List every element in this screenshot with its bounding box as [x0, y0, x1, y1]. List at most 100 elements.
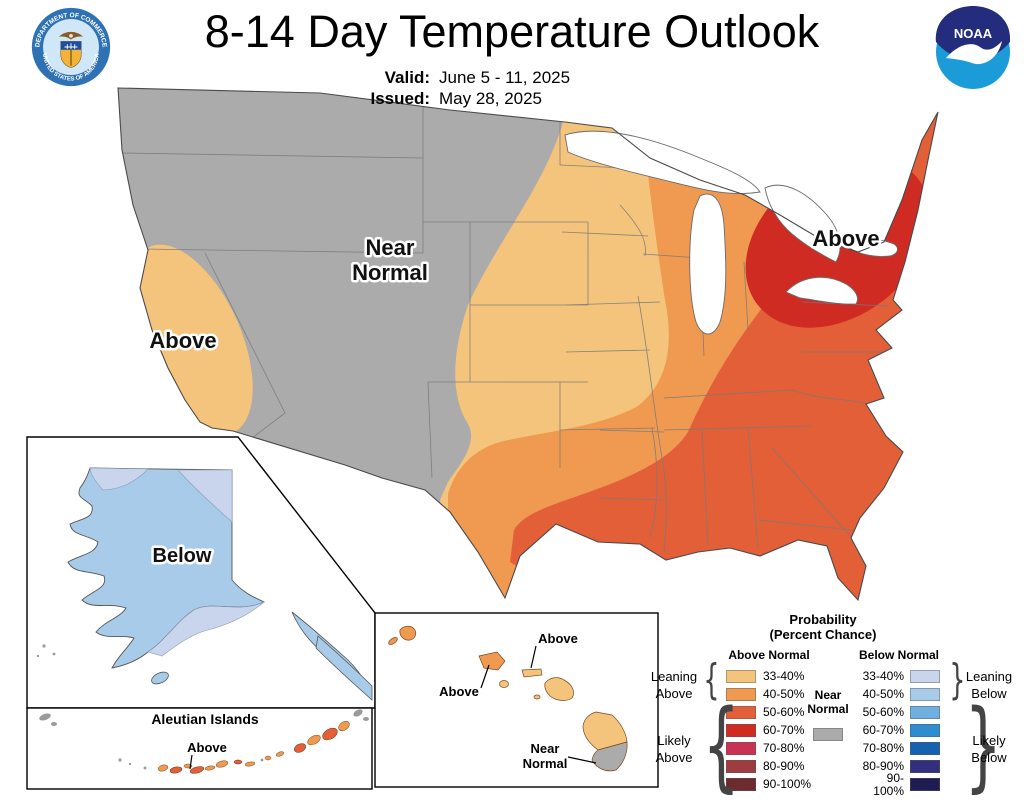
noaa-logo: NOAA [935, 6, 1011, 89]
range-label: 60-70% [763, 723, 805, 737]
island-lanai [499, 680, 509, 688]
swatch-above-50-60 [726, 706, 756, 719]
likely-above-line2: Above [655, 750, 693, 765]
swatch-near-normal [813, 728, 843, 741]
range-label: 90-100% [763, 777, 812, 791]
legend-row-above-70-80: 70-80% [726, 742, 804, 755]
leaning-below-line2: Below [971, 686, 1007, 701]
department-of-commerce-seal: DEPARTMENT OF COMMERCE UNITED STATES OF … [31, 7, 111, 87]
legend-below-normal-header: Below Normal [858, 648, 939, 662]
page-title: 8-14 Day Temperature Outlook [204, 6, 820, 57]
swatch-above-33-40 [726, 670, 756, 683]
swatch-above-70-80 [726, 742, 756, 755]
leaning-below-line1: Leaning [965, 669, 1013, 684]
label-aleutian-title: Aleutian Islands [151, 711, 259, 727]
noaa-logo-text: NOAA [954, 26, 993, 41]
range-label: 50-60% [763, 705, 805, 719]
likely-above-label: Likely Above [648, 732, 700, 766]
probability-legend: Probability (Percent Chance) Above Norma… [648, 612, 1024, 797]
legend-title-line1: Probability [789, 612, 857, 627]
legend-row-above-60-70: 60-70% [726, 724, 804, 737]
hawaii-above-north-pointer [530, 645, 537, 669]
valid-value: June 5 - 11, 2025 [439, 68, 571, 87]
label-above-west: Above [149, 328, 216, 353]
range-label: 40-50% [862, 687, 904, 701]
issued-value: May 28, 2025 [439, 89, 543, 108]
leaning-above-line1: Leaning [650, 669, 698, 684]
brace-likely-below: } [964, 689, 1002, 803]
alaska-leaning-below-bands [89, 467, 265, 657]
swatch-above-80-90 [726, 760, 756, 773]
range-label: 80-90% [862, 759, 904, 773]
swatch-below-40-50 [910, 688, 940, 701]
legend-row-below-80-90: 80-90% [856, 760, 940, 773]
label-hawaii-near-line1: Near [531, 741, 560, 756]
hawaii-above-oahu-pointer [480, 664, 490, 689]
hawaii-islands-33-40 [499, 668, 628, 751]
swatch-above-60-70 [726, 724, 756, 737]
near-normal-line1: Near [814, 688, 842, 702]
label-hawaii-near-line2: Normal [523, 756, 568, 771]
likely-above-line1: Likely [657, 733, 691, 748]
noaa-logo-bird [946, 41, 1002, 65]
legend-row-above-80-90: 80-90% [726, 760, 804, 773]
island-hawaii-near-normal [591, 741, 628, 772]
swatch-above-40-50 [726, 688, 756, 701]
alaska-inset: Below [26, 436, 376, 709]
great-lakes [564, 130, 898, 335]
conus-outline [117, 87, 939, 602]
swatch-below-60-70 [910, 724, 940, 737]
brace-leaning-below: } [949, 655, 966, 704]
island-maui [544, 677, 574, 701]
leaning-above-label: Leaning Above [648, 668, 700, 702]
swatch-below-33-40 [910, 670, 940, 683]
legend-title-line2: (Percent Chance) [769, 627, 877, 642]
range-label: 33-40% [862, 669, 904, 683]
lake-huron [764, 184, 841, 263]
range-label: 90-100% [873, 770, 904, 798]
leaning-above-line2: Above [655, 686, 693, 701]
swatch-below-80-90 [910, 760, 940, 773]
label-hawaii-above-north: Above [538, 631, 578, 646]
valid-label: Valid: [384, 68, 430, 87]
island-hawaii-north [582, 711, 628, 751]
swatch-below-70-80 [910, 742, 940, 755]
likely-below-label: Likely Below [958, 732, 1020, 766]
legend-row-above-40-50: 40-50% [726, 688, 804, 701]
legend-near-normal-label: Near Normal [800, 688, 856, 716]
aleutian-inset-frame [26, 707, 373, 790]
label-near-normal-line2: Normal [352, 260, 428, 285]
hawaii-near-normal-pointer [567, 756, 597, 764]
legend-row-above-90-100: 90-100% [726, 778, 811, 791]
aleutian-inset: Aleutian Islands Abov [26, 707, 373, 790]
legend-row-below-90-100: 90-100% [856, 771, 940, 797]
label-above-east: Above [812, 226, 879, 251]
noaa-logo-dark-fan [935, 6, 1011, 57]
island-kahoolawe [533, 694, 541, 700]
label-alaska-below: Below [153, 545, 212, 567]
leaning-below-label: Leaning Below [958, 668, 1020, 702]
legend-row-below-60-70: 60-70% [856, 724, 940, 737]
legend-row-above-50-60: 50-60% [726, 706, 804, 719]
label-hawaii-above-oahu: Above [439, 684, 479, 699]
likely-below-line1: Likely [972, 733, 1006, 748]
island-oahu [478, 651, 506, 671]
swatch-below-50-60 [910, 706, 940, 719]
lake-michigan [689, 193, 727, 335]
label-aleutian-above: Above [187, 740, 227, 755]
brace-likely-above: { [702, 689, 740, 803]
legend-above-normal-header: Above Normal [728, 648, 810, 662]
range-label: 60-70% [862, 723, 904, 737]
legend-row-below-40-50: 40-50% [856, 688, 940, 701]
legend-row-below-50-60: 50-60% [856, 706, 940, 719]
issued-label: Issued: [370, 89, 430, 108]
range-label: 80-90% [763, 759, 805, 773]
near-normal-line2: Normal [807, 702, 849, 716]
label-near-normal-line1: Near [366, 235, 415, 260]
island-molokai [521, 668, 543, 678]
issued-line: Issued: May 28, 2025 [300, 89, 640, 109]
hawaii-inset: Above Above Near Normal [374, 612, 659, 788]
state-borders [121, 96, 889, 553]
hawaii-islands-40-50 [388, 625, 506, 671]
